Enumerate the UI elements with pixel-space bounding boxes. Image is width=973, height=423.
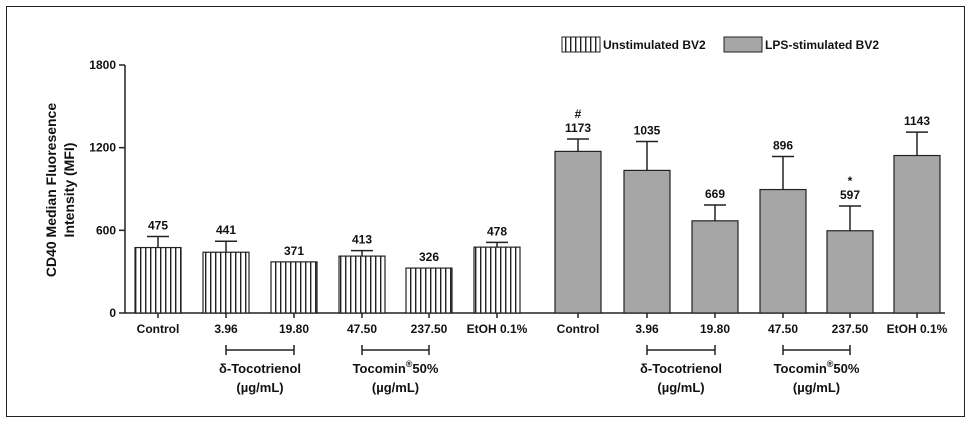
y-tick-label: 600 [96, 223, 116, 237]
data-label: 597 [840, 188, 860, 202]
x-tick-label: EtOH 0.1% [467, 322, 528, 336]
y-tick-label: 0 [109, 306, 116, 320]
x-tick-label: EtOH 0.1% [887, 322, 948, 336]
x-tick-label: 237.50 [832, 322, 869, 336]
group-unit-label: (µg/mL) [657, 380, 704, 395]
bar [826, 230, 874, 314]
bar [134, 246, 182, 314]
x-tick-label: Control [137, 322, 180, 336]
y-tick-label: 1200 [89, 141, 116, 155]
x-tick-label: 19.80 [279, 322, 309, 336]
bar [759, 188, 807, 314]
group-label: δ-Tocotrienol [219, 361, 301, 376]
y-axis-label-line2: Intensity (MFI) [61, 143, 77, 238]
bar [473, 246, 521, 314]
group-label: Tocomin®50% [353, 359, 439, 376]
legend: Unstimulated BV2 LPS-stimulated BV2 [561, 36, 879, 53]
x-tick-label: 237.50 [411, 322, 448, 336]
data-label: 478 [487, 224, 507, 238]
data-label: 1173 [565, 121, 591, 135]
data-label: 1035 [634, 123, 661, 137]
bar [893, 154, 941, 314]
group-label: δ-Tocotrienol [640, 361, 722, 376]
bar [405, 267, 453, 314]
data-label: 669 [705, 187, 725, 201]
y-tick-label: 1800 [89, 58, 116, 72]
data-label: 1143 [904, 114, 930, 128]
group-unit-label: (µg/mL) [793, 380, 840, 395]
data-label: 441 [216, 223, 236, 237]
group-label: Tocomin®50% [774, 359, 860, 376]
legend-swatch-lps [723, 36, 763, 53]
bar [554, 150, 602, 314]
group-unit-label: (µg/mL) [236, 380, 283, 395]
bar [623, 169, 671, 314]
y-axis-label-line1: CD40 Median Fluoresence [43, 103, 59, 277]
x-tick-label: 3.96 [214, 322, 238, 336]
bar [691, 220, 739, 314]
x-tick-label: 19.80 [700, 322, 730, 336]
x-tick-label: 3.96 [635, 322, 659, 336]
significance-marker: * [848, 174, 853, 188]
axes: 0 600 1200 1800 Control 3.96 19.80 47.50 237.50 E… [89, 58, 948, 355]
data-label: 371 [284, 244, 304, 258]
bar [338, 255, 386, 314]
bar [270, 261, 318, 314]
bar [202, 251, 250, 314]
bars [134, 131, 941, 314]
data-label: 413 [352, 233, 372, 247]
data-label: 475 [148, 219, 168, 233]
legend-label-unstimulated: Unstimulated BV2 [603, 38, 706, 52]
data-label: 326 [419, 250, 439, 264]
legend-label-lps: LPS-stimulated BV2 [765, 38, 879, 52]
x-tick-label: 47.50 [347, 322, 377, 336]
group-unit-label: (µg/mL) [372, 380, 419, 395]
x-tick-label: Control [557, 322, 600, 336]
labels: 475 441 371 413 326 478 1173#1035 669 896 597* 114… [148, 107, 930, 395]
x-tick-label: 47.50 [768, 322, 798, 336]
legend-swatch-unstimulated [561, 36, 601, 53]
significance-marker: # [575, 107, 582, 121]
data-label: 896 [773, 138, 793, 152]
